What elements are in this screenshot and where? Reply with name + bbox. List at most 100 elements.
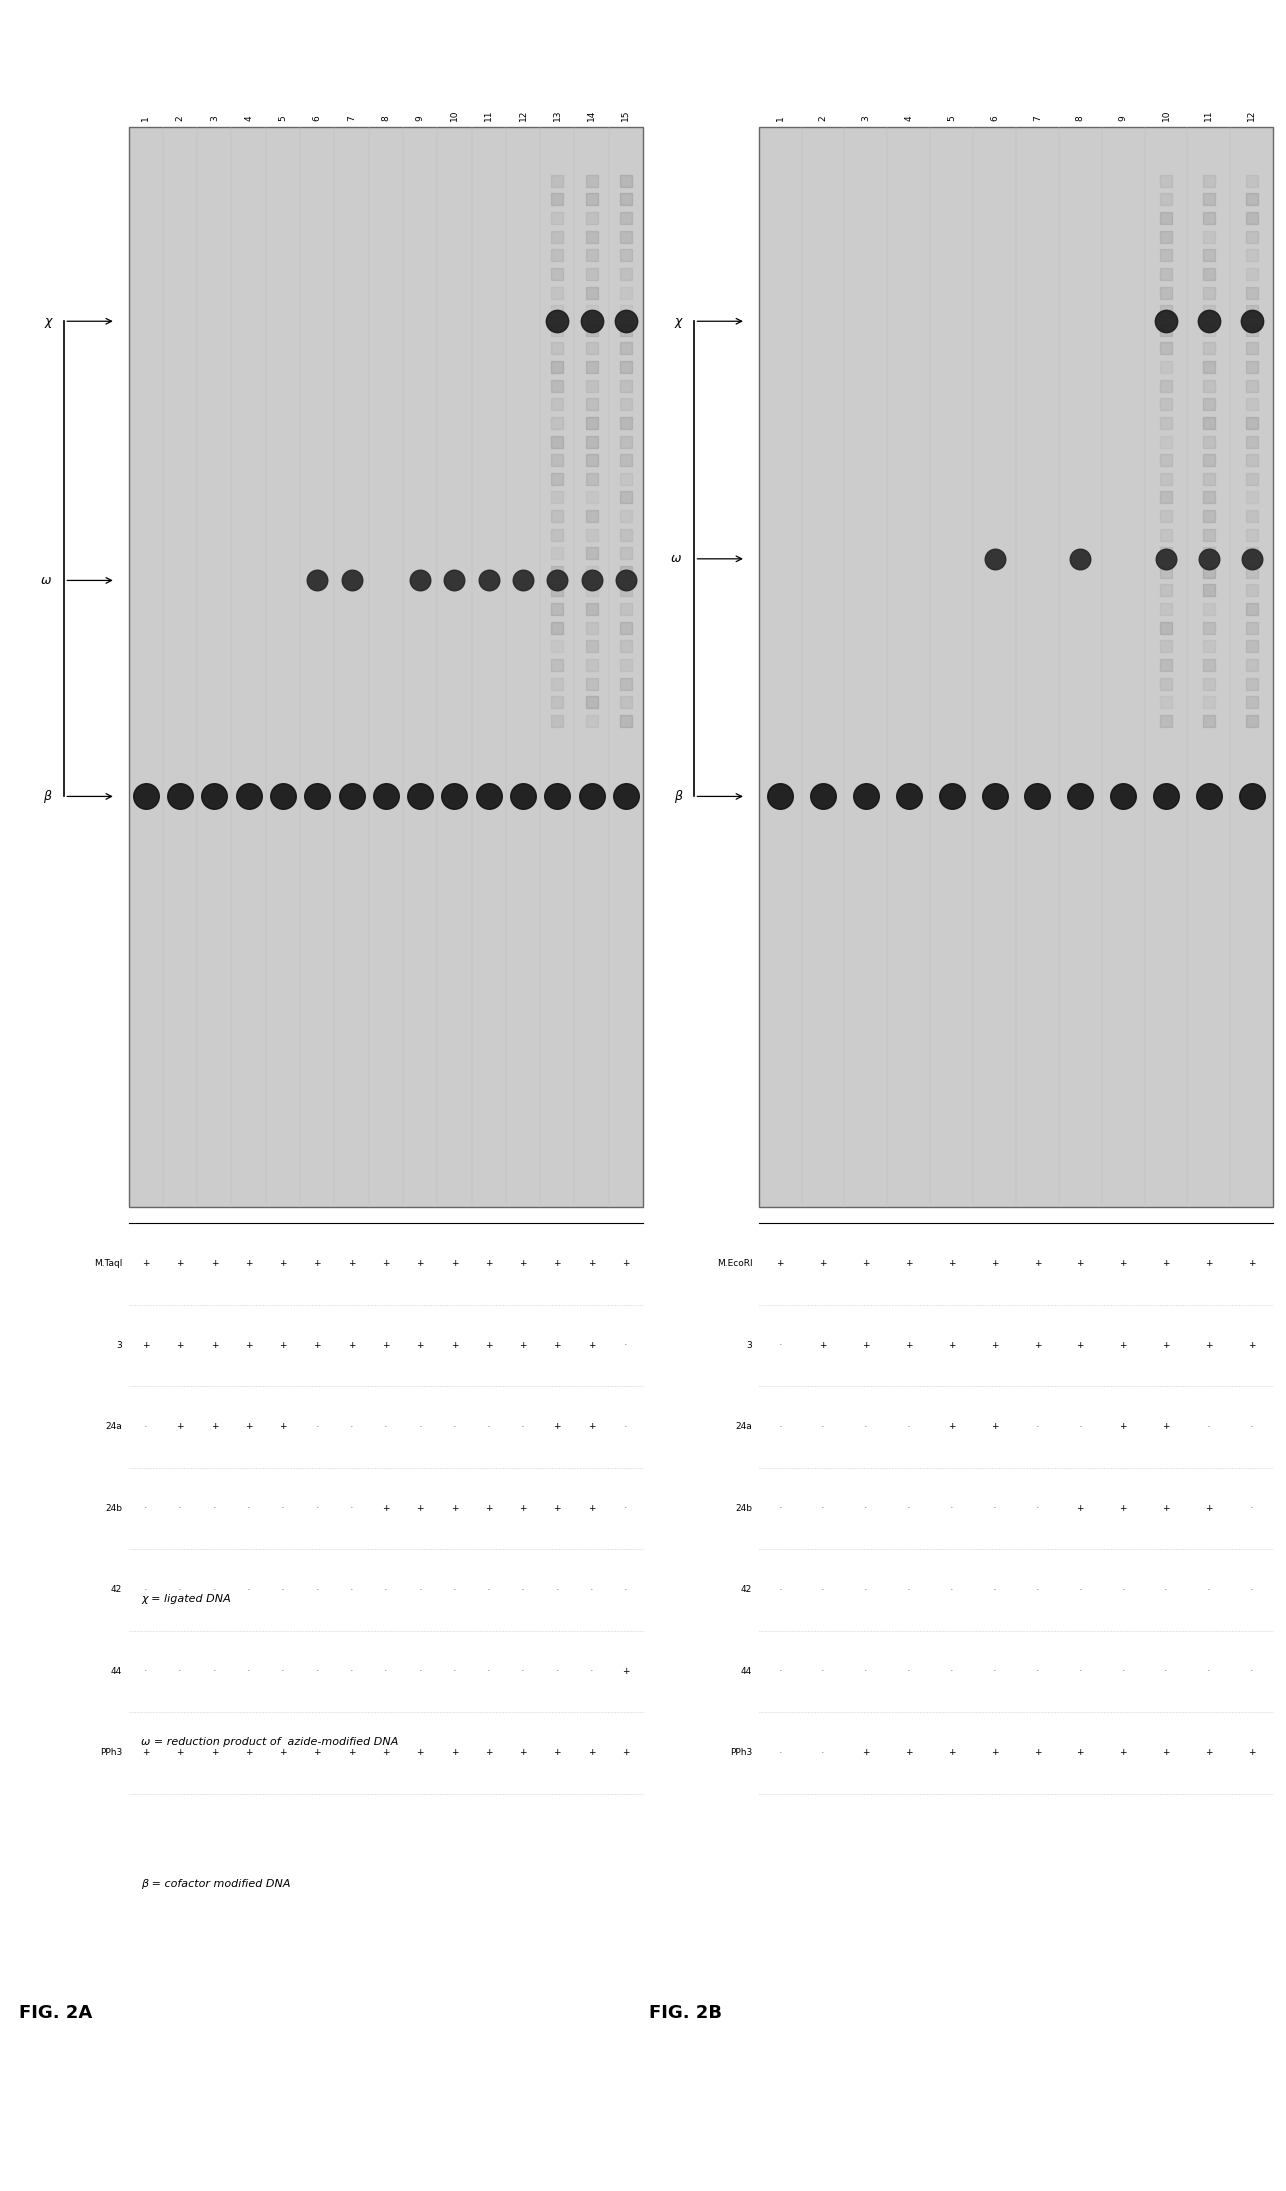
Point	[547, 256, 567, 291]
Text: ·: ·	[144, 1422, 148, 1433]
Point	[547, 629, 567, 664]
Text: ·: ·	[144, 1584, 148, 1595]
Point	[513, 778, 534, 813]
Point	[1199, 305, 1219, 340]
Text: ·: ·	[418, 1584, 422, 1595]
Text: β: β	[44, 791, 51, 802]
Point	[410, 563, 431, 598]
Point	[1156, 649, 1177, 684]
Text: ·: ·	[864, 1667, 868, 1676]
Point	[581, 351, 602, 386]
Text: ·: ·	[822, 1503, 824, 1514]
Point	[1156, 592, 1177, 627]
Text: +: +	[417, 1748, 424, 1757]
Point	[478, 563, 499, 598]
Text: +: +	[1034, 1748, 1042, 1757]
Point	[1241, 388, 1262, 423]
Point	[1241, 219, 1262, 254]
Text: ·: ·	[487, 1584, 490, 1595]
Point	[581, 305, 602, 340]
Text: ·: ·	[822, 1584, 824, 1595]
Point	[1241, 313, 1262, 348]
Text: ·: ·	[1035, 1584, 1039, 1595]
Point	[581, 313, 602, 348]
Text: +: +	[314, 1748, 322, 1757]
Point	[1199, 351, 1219, 386]
Point	[581, 182, 602, 217]
Point	[547, 703, 567, 738]
Point	[581, 629, 602, 664]
Text: +: +	[1247, 1260, 1255, 1269]
Point	[273, 778, 293, 813]
Point	[1241, 368, 1262, 403]
Point	[581, 778, 602, 813]
Point	[581, 462, 602, 497]
Point	[1199, 202, 1219, 237]
Text: ·: ·	[212, 1503, 216, 1514]
Text: +: +	[1163, 1748, 1170, 1757]
Point	[616, 425, 637, 460]
Point	[984, 541, 1004, 576]
Text: ·: ·	[1079, 1667, 1082, 1676]
Text: 9: 9	[1119, 114, 1128, 121]
Text: ·: ·	[778, 1584, 782, 1595]
Point	[855, 778, 876, 813]
Text: ·: ·	[822, 1748, 824, 1757]
Text: ·: ·	[1035, 1667, 1039, 1676]
Point	[1241, 405, 1262, 440]
Point	[1112, 778, 1133, 813]
Text: ·: ·	[1121, 1584, 1125, 1595]
Text: ·: ·	[993, 1503, 997, 1514]
Text: +: +	[244, 1341, 252, 1350]
Text: ·: ·	[624, 1341, 628, 1350]
Point	[547, 443, 567, 478]
Text: 6: 6	[312, 114, 322, 121]
Text: ·: ·	[993, 1584, 997, 1595]
Text: ·: ·	[212, 1667, 216, 1676]
Point	[1241, 351, 1262, 386]
Point	[444, 778, 464, 813]
Text: ·: ·	[418, 1667, 422, 1676]
Text: +: +	[1076, 1341, 1084, 1350]
Point	[135, 778, 156, 813]
Point	[616, 684, 637, 719]
Text: +: +	[819, 1341, 827, 1350]
Text: χ: χ	[44, 316, 51, 329]
Text: 11: 11	[1205, 110, 1213, 121]
Point	[581, 563, 602, 598]
Point	[547, 462, 567, 497]
Text: +: +	[417, 1260, 424, 1269]
Point	[547, 425, 567, 460]
Point	[1156, 500, 1177, 535]
Point	[478, 778, 499, 813]
Point	[1241, 425, 1262, 460]
Text: +: +	[1205, 1748, 1213, 1757]
Text: ·: ·	[179, 1503, 181, 1514]
Point	[1156, 629, 1177, 664]
Text: ·: ·	[453, 1422, 457, 1433]
Point	[170, 778, 190, 813]
Point	[307, 778, 328, 813]
Point	[1156, 574, 1177, 609]
Text: ·: ·	[950, 1667, 953, 1676]
Point	[616, 305, 637, 340]
Point	[1199, 388, 1219, 423]
Point	[1241, 239, 1262, 274]
Text: 7: 7	[347, 114, 356, 121]
Text: ·: ·	[1250, 1503, 1254, 1514]
Point	[1199, 368, 1219, 403]
Point	[1199, 778, 1219, 813]
Text: +: +	[176, 1748, 184, 1757]
Text: ·: ·	[212, 1584, 216, 1595]
Text: ·: ·	[1250, 1667, 1254, 1676]
Point	[1241, 666, 1262, 701]
Text: 42: 42	[111, 1586, 122, 1595]
Point	[616, 164, 637, 199]
Text: ·: ·	[907, 1667, 910, 1676]
Text: +: +	[622, 1667, 630, 1676]
Point	[547, 649, 567, 684]
Text: ·: ·	[521, 1667, 525, 1676]
Point	[1199, 313, 1219, 348]
Text: +: +	[1119, 1503, 1127, 1512]
Point	[1156, 666, 1177, 701]
